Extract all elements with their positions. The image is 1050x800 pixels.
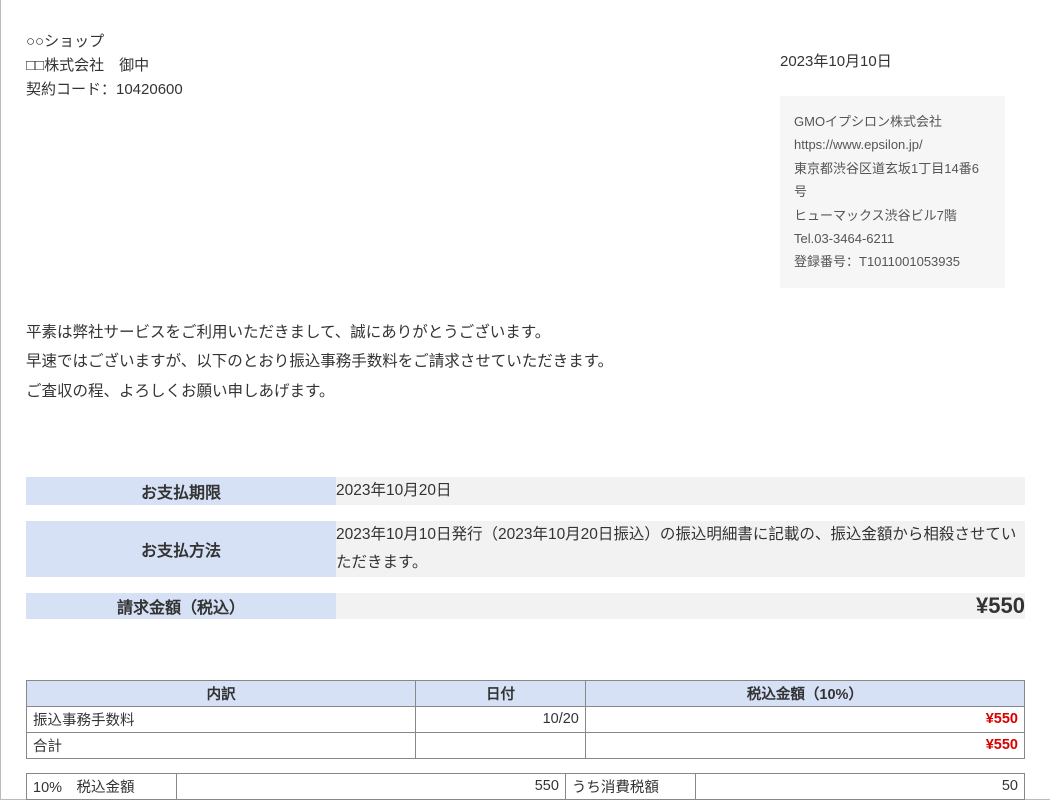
recipient-line1: ○○ショップ: [26, 30, 183, 54]
row-name: 振込事務手数料: [27, 706, 416, 732]
tax-val2: 50: [695, 773, 1024, 799]
issuer-name: GMOイプシロン株式会社: [794, 110, 991, 133]
greeting-l2: 早速ではございますが、以下のとおり振込事務手数料をご請求させていただきます。: [26, 347, 1025, 376]
due-value: 2023年10月20日: [336, 477, 1025, 505]
detail-h-name: 内訳: [27, 680, 416, 706]
amount-value: ¥550: [336, 593, 1025, 619]
issue-date: 2023年10月10日: [780, 50, 1005, 71]
greeting-block: 平素は弊社サービスをご利用いただきまして、誠にありがとうございます。 早速ではご…: [26, 318, 1025, 406]
recipient-line3: 契約コード：10420600: [26, 78, 183, 102]
recipient-line2: □□株式会社 御中: [26, 54, 183, 78]
tax-label1: 10% 税込金額: [27, 773, 177, 799]
greeting-l1: 平素は弊社サービスをご利用いただきまして、誠にありがとうございます。: [26, 318, 1025, 347]
issuer-tel: Tel.03-3464-6211: [794, 227, 991, 250]
table-row: 振込事務手数料 10/20 ¥550: [27, 706, 1025, 732]
row-amt: ¥550: [585, 706, 1024, 732]
table-row-total: 合計 ¥550: [27, 732, 1025, 758]
issuer-addr1: 東京都渋谷区道玄坂1丁目14番6号: [794, 157, 991, 204]
greeting-l3: ご査収の程、よろしくお願い申しあげます。: [26, 377, 1025, 406]
tax-val1: 550: [176, 773, 565, 799]
total-label: 合計: [27, 732, 416, 758]
issuer-addr2: ヒューマックス渋谷ビル7階: [794, 204, 991, 227]
method-label: お支払方法: [26, 521, 336, 577]
issuer-url: https://www.epsilon.jp/: [794, 133, 991, 156]
detail-h-amt: 税込金額（10%）: [585, 680, 1024, 706]
total-amt: ¥550: [585, 732, 1024, 758]
amount-label: 請求金額（税込）: [26, 593, 336, 619]
detail-h-date: 日付: [416, 680, 586, 706]
row-date: 10/20: [416, 706, 586, 732]
issuer-block: GMOイプシロン株式会社 https://www.epsilon.jp/ 東京都…: [780, 96, 1005, 288]
total-date: [416, 732, 586, 758]
tax-label2: うち消費税額: [565, 773, 695, 799]
payment-info-table: お支払期限 2023年10月20日 お支払方法 2023年10月10日発行（20…: [26, 461, 1025, 635]
tax-table: 10% 税込金額 550 うち消費税額 50: [26, 773, 1025, 800]
due-label: お支払期限: [26, 477, 336, 505]
method-value: 2023年10月10日発行（2023年10月20日振込）の振込明細書に記載の、振…: [336, 521, 1025, 577]
detail-table: 内訳 日付 税込金額（10%） 振込事務手数料 10/20 ¥550 合計 ¥5…: [26, 680, 1025, 759]
issuer-regno: 登録番号：T1011001053935: [794, 250, 991, 273]
recipient-block: ○○ショップ □□株式会社 御中 契約コード：10420600: [26, 30, 183, 102]
